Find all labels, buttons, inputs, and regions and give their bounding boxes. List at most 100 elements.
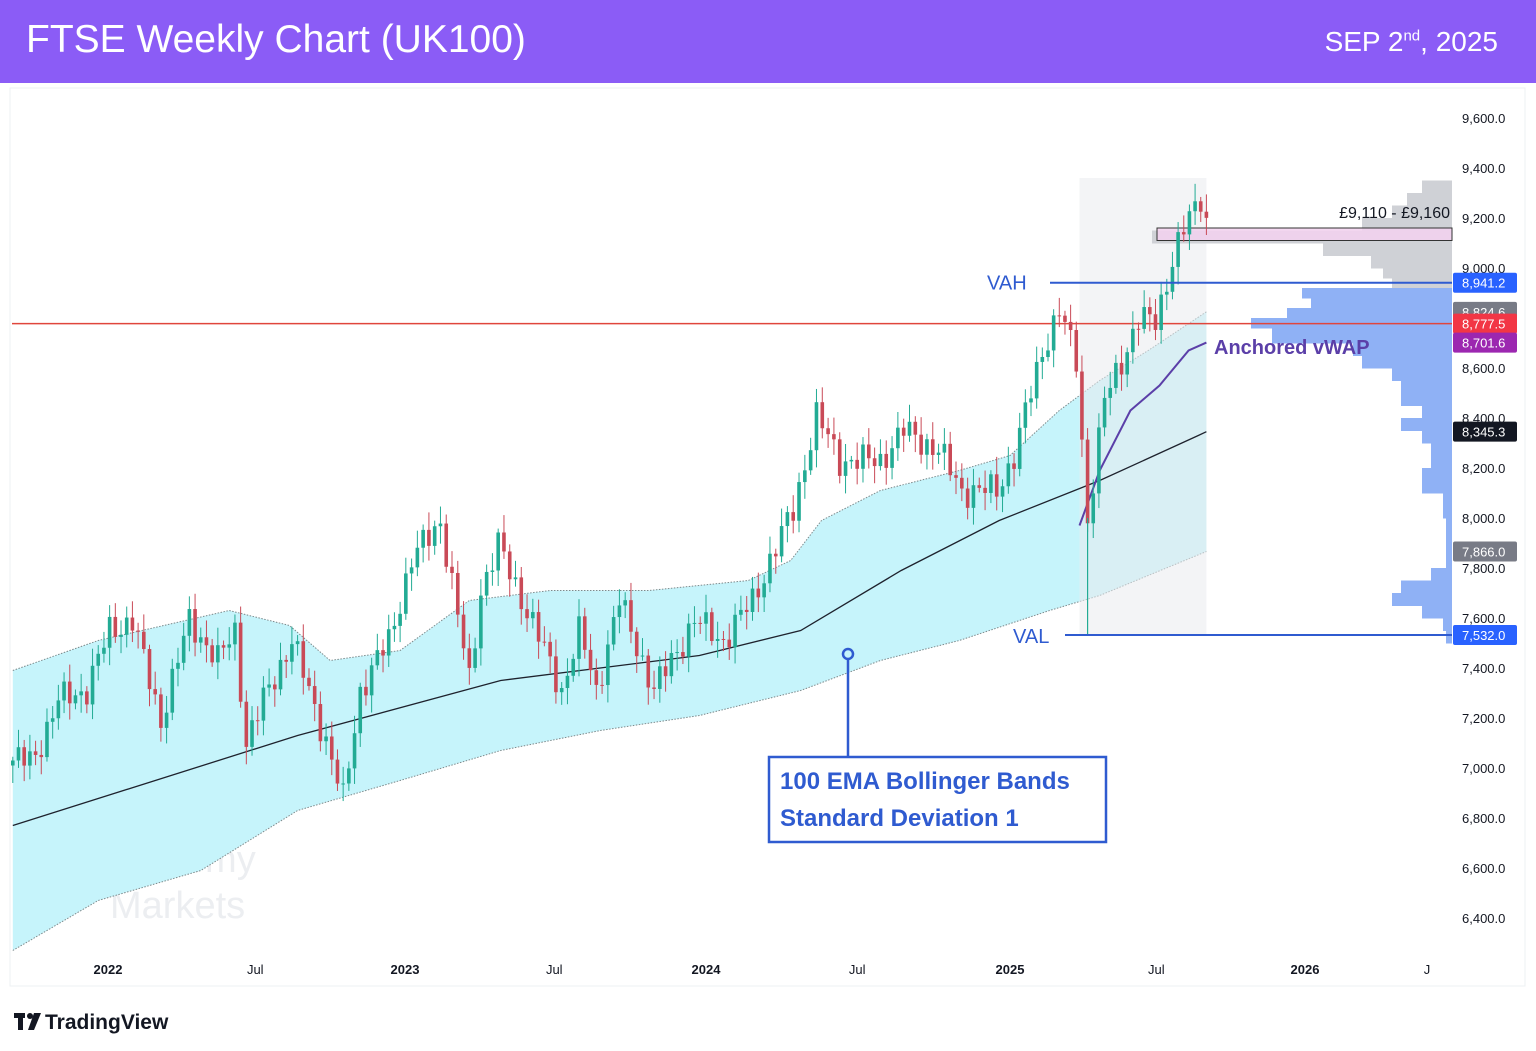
candle-body: [1080, 371, 1084, 440]
annotation-line2: Standard Deviation 1: [780, 805, 1019, 832]
candle-body: [130, 617, 135, 631]
candle-body: [358, 686, 363, 734]
candle-body: [1181, 232, 1186, 235]
candle-body: [421, 529, 425, 548]
volume-profile-bar: [1422, 605, 1452, 619]
candle-body: [1097, 427, 1101, 494]
candle-body: [375, 650, 380, 666]
volume-profile-bar: [1371, 255, 1452, 269]
candle-body: [62, 681, 66, 701]
candle-body: [1023, 402, 1028, 428]
volume-profile-bar: [1431, 443, 1452, 469]
candle-body: [79, 691, 83, 696]
candle-body: [855, 459, 859, 469]
y-tick-label: 6,600.0: [1462, 861, 1505, 876]
candle-body: [866, 444, 871, 459]
candle-body: [295, 641, 300, 645]
price-tag-lower-band: [1453, 541, 1517, 562]
candle-body: [594, 670, 599, 685]
candle-body: [548, 641, 552, 657]
candle-body: [198, 637, 203, 643]
volume-profile-bar: [1392, 368, 1452, 381]
x-tick-label: Jul: [1148, 962, 1165, 977]
candle-body: [715, 638, 720, 641]
candle-body: [1068, 321, 1073, 331]
volume-profile-bar: [1422, 180, 1452, 194]
volume-profile-bar: [1353, 343, 1452, 356]
candle-body: [994, 474, 999, 497]
x-tick-label: 2026: [1291, 962, 1320, 977]
price-tag-text-red: 8,777.5: [1462, 317, 1505, 332]
candle-body: [989, 474, 993, 493]
candle-body: [329, 736, 334, 760]
candle-body: [364, 686, 368, 696]
candle-body: [386, 629, 391, 656]
x-tick-label: Jul: [247, 962, 264, 977]
candle-body: [318, 704, 323, 742]
y-tick-label: 7,200.0: [1462, 711, 1505, 726]
candle-body: [571, 658, 576, 676]
candle-body: [623, 600, 627, 606]
candle-body: [1198, 201, 1203, 212]
candle-body: [739, 609, 743, 615]
candle-body: [913, 421, 918, 435]
volume-profile-bar: [1422, 405, 1452, 419]
candle-body: [284, 659, 288, 662]
price-tag-text-ema: 8,345.3: [1462, 425, 1505, 440]
candle-body: [519, 577, 524, 610]
candle-body: [39, 754, 44, 758]
candle-body: [427, 529, 431, 546]
candle-body: [513, 577, 518, 580]
candle-body: [600, 684, 604, 686]
volume-profile-bar: [1407, 193, 1452, 206]
candle-body: [542, 641, 547, 643]
candle-body: [832, 434, 836, 440]
price-tag-text-vwap: 8,701.6: [1462, 336, 1505, 351]
candle-body: [861, 444, 865, 469]
y-tick-label: 6,400.0: [1462, 911, 1505, 926]
candle-body: [606, 644, 610, 686]
candle-body: [227, 644, 232, 648]
candle-body: [90, 665, 95, 705]
candle-body: [750, 588, 755, 612]
candle-body: [261, 687, 266, 721]
price-tag-ema: [1453, 421, 1517, 442]
volume-profile-bar: [1422, 468, 1452, 494]
candle-body: [617, 605, 622, 618]
candle-body: [843, 461, 848, 476]
candle-body: [1204, 211, 1209, 218]
candle-body: [663, 666, 668, 677]
candle-body: [255, 720, 260, 722]
candle-body: [901, 427, 906, 436]
price-tag-vwap: [1453, 332, 1517, 353]
candle-body: [244, 701, 249, 747]
candle-body: [107, 616, 112, 648]
price-tag-text-vah: 8,941.2: [1462, 276, 1505, 291]
x-tick-label: 2025: [996, 962, 1025, 977]
volume-profile-bar: [1311, 298, 1452, 309]
candle-body: [779, 526, 784, 557]
tradingview-brand: TradingView: [45, 1011, 169, 1034]
price-tag-red: [1453, 313, 1517, 334]
volume-profile-bar: [1383, 268, 1452, 279]
candle-body: [925, 439, 929, 455]
header-banner: FTSE Weekly Chart (UK100) SEP 2nd, 2025: [0, 0, 1536, 83]
candle-body: [704, 612, 708, 624]
volume-profile-bar: [1362, 355, 1452, 369]
candle-body: [347, 768, 351, 784]
candle-body: [768, 553, 772, 584]
candle-body: [773, 553, 778, 557]
candle-body: [965, 488, 970, 508]
candle-body: [335, 759, 340, 784]
candle-body: [119, 634, 123, 637]
candle-body: [681, 652, 685, 657]
candle-body: [878, 453, 883, 467]
candle-body: [273, 684, 277, 690]
y-tick-label: 9,200.0: [1462, 211, 1505, 226]
candle-body: [762, 583, 766, 598]
candle-body: [1164, 291, 1169, 295]
candle-body: [1176, 232, 1180, 267]
candle-body: [611, 617, 616, 645]
candle-body: [28, 751, 32, 766]
volume-profile-bar: [1401, 393, 1452, 406]
